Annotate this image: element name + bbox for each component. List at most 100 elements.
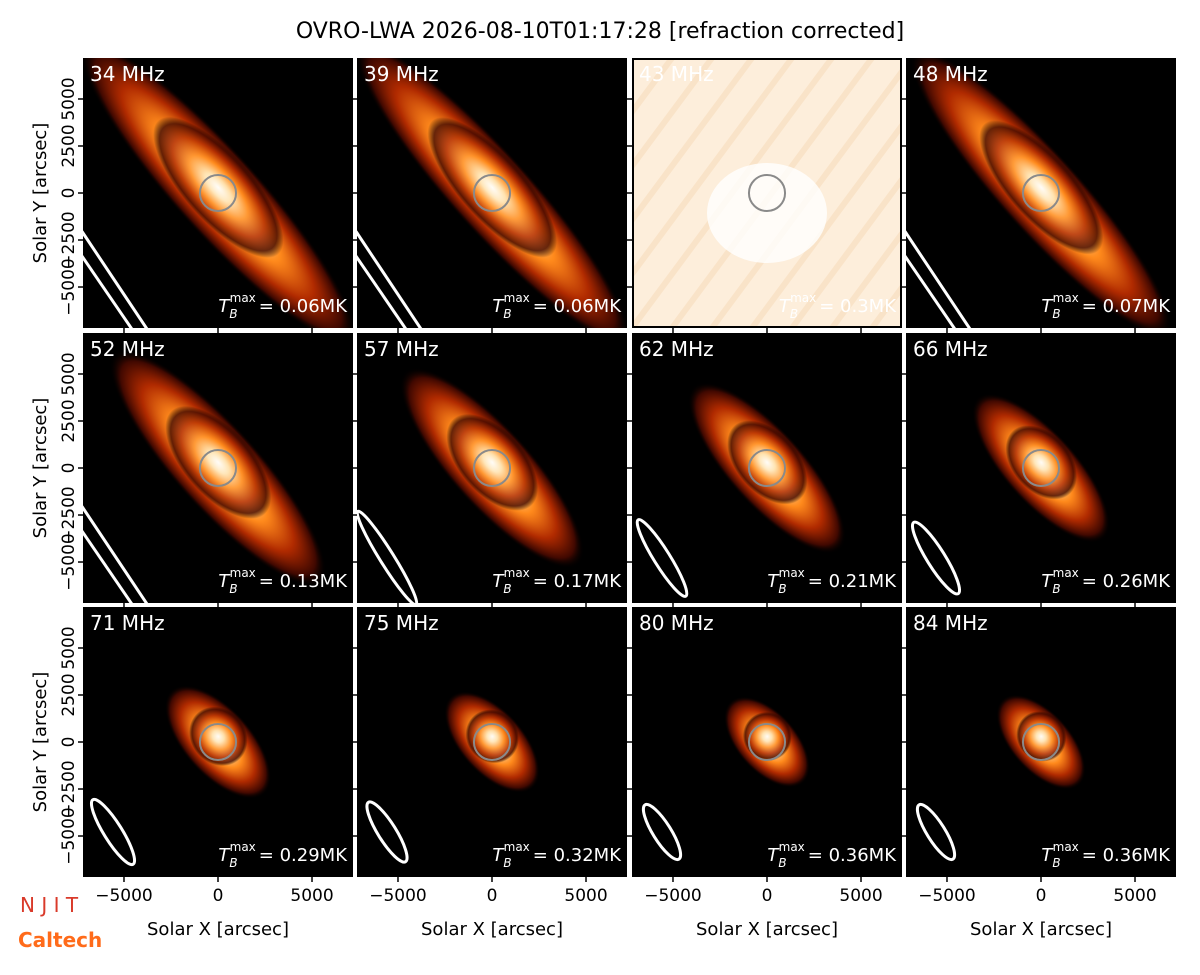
tb-symbol: T [779,296,792,317]
y-tick-label: −5000 [59,807,79,865]
frequency-label: 39 MHz [364,62,439,86]
x-tick-label: 0 [213,886,224,906]
x-tick-label: 5000 [839,886,882,906]
chart-title: OVRO-LWA 2026-08-10T01:17:28 [refraction… [296,19,904,44]
tb-symbol: T [1041,845,1054,866]
frequency-label: 62 MHz [639,337,714,361]
tb-value: = 0.32MK [533,845,622,866]
x-tick-label: −5000 [369,886,427,906]
y-tick-label: 5000 [59,77,79,120]
tb-sup: max [790,291,816,305]
tb-max-label: TBmax = 0.36MK [767,840,897,870]
tb-sub: B [1052,856,1060,870]
panel [83,58,353,328]
tb-sub: B [1052,582,1060,596]
beam [910,520,962,596]
tb-max-label: TBmax = 0.17MK [492,566,622,596]
frequency-label: 84 MHz [913,611,988,635]
tb-max-label: TBmax = 0.32MK [492,840,622,870]
tb-sub: B [790,307,798,321]
tb-sup: max [1053,840,1079,854]
tb-sup: max [504,566,530,580]
x-tick-label: 5000 [564,886,607,906]
emission-core [465,709,519,764]
emission-core [446,413,539,511]
glow [707,163,827,263]
tb-sub: B [503,856,511,870]
panel [83,607,353,877]
beam [83,254,133,328]
tb-value: = 0.26MK [1082,571,1171,592]
solar-limb [472,173,512,213]
solar-limb [1021,448,1061,488]
solar-limb [747,448,787,488]
frequency-label: 71 MHz [90,611,165,635]
frequency-label: 66 MHz [913,337,988,361]
y-tick-label: 0 [59,737,79,748]
y-tick-label: 5000 [59,352,79,395]
njit-logo: N J I T [20,893,79,917]
emission-core [427,117,558,258]
tb-max-label: TBmax = 0.36MK [1041,840,1171,870]
panel [83,333,353,603]
tb-sub: B [503,582,511,596]
emission-core [727,420,808,505]
x-axis-label: Solar X [arcsec] [696,919,838,940]
tb-value: = 0.07MK [1082,296,1171,317]
tb-symbol: T [1041,296,1054,317]
solar-limb [1021,722,1061,762]
tb-sup: max [1053,291,1079,305]
y-tick-label: −2500 [59,211,79,269]
stripe [749,120,902,328]
solar-limb [747,722,787,762]
beam [83,230,149,328]
tb-symbol: T [1041,571,1054,592]
tb-sub: B [229,307,237,321]
tb-sub: B [1052,307,1060,321]
frequency-label: 48 MHz [913,62,988,86]
tb-symbol: T [218,571,231,592]
beam [83,505,149,603]
solar-limb [198,173,238,213]
y-tick-label: −5000 [59,533,79,591]
y-tick-label: 5000 [59,626,79,669]
tb-value: = 0.36MK [808,845,897,866]
y-axis-label: Solar Y [arcsec] [30,672,51,813]
x-tick-label: 5000 [290,886,333,906]
solar-limb [472,448,512,488]
beam [635,518,689,598]
tb-sub: B [778,856,786,870]
x-tick-label: −5000 [644,886,702,906]
tb-max-label: TBmax = 0.29MK [218,840,348,870]
tb-sub: B [778,582,786,596]
tb-symbol: T [218,296,231,317]
panel [632,607,902,877]
y-tick-label: −5000 [59,258,79,316]
x-axis-label: Solar X [arcsec] [970,919,1112,940]
beam [906,254,956,328]
x-tick-label: −5000 [95,886,153,906]
tb-value: = 0.36MK [1082,845,1171,866]
panel [357,333,627,603]
emission-core [742,711,792,761]
emission-core [1005,425,1078,500]
beam [906,230,972,328]
y-tick-label: 2500 [59,399,79,442]
tb-max-label: TBmax = 0.21MK [767,566,897,596]
tb-max-label: TBmax = 0.3MK [779,291,897,321]
tb-value: = 0.06MK [259,296,348,317]
beam [357,509,419,603]
beam [357,230,423,328]
panel [357,58,627,328]
beam [83,529,133,603]
x-axis-label: Solar X [arcsec] [147,919,289,940]
x-tick-label: −5000 [918,886,976,906]
beam [357,254,407,328]
panel [357,607,627,877]
emission-core [153,116,284,258]
beam [365,800,409,864]
x-axis-label: Solar X [arcsec] [421,919,563,940]
tb-symbol: T [492,296,505,317]
y-tick-label: 0 [59,188,79,199]
x-tick-label: 0 [1036,886,1047,906]
